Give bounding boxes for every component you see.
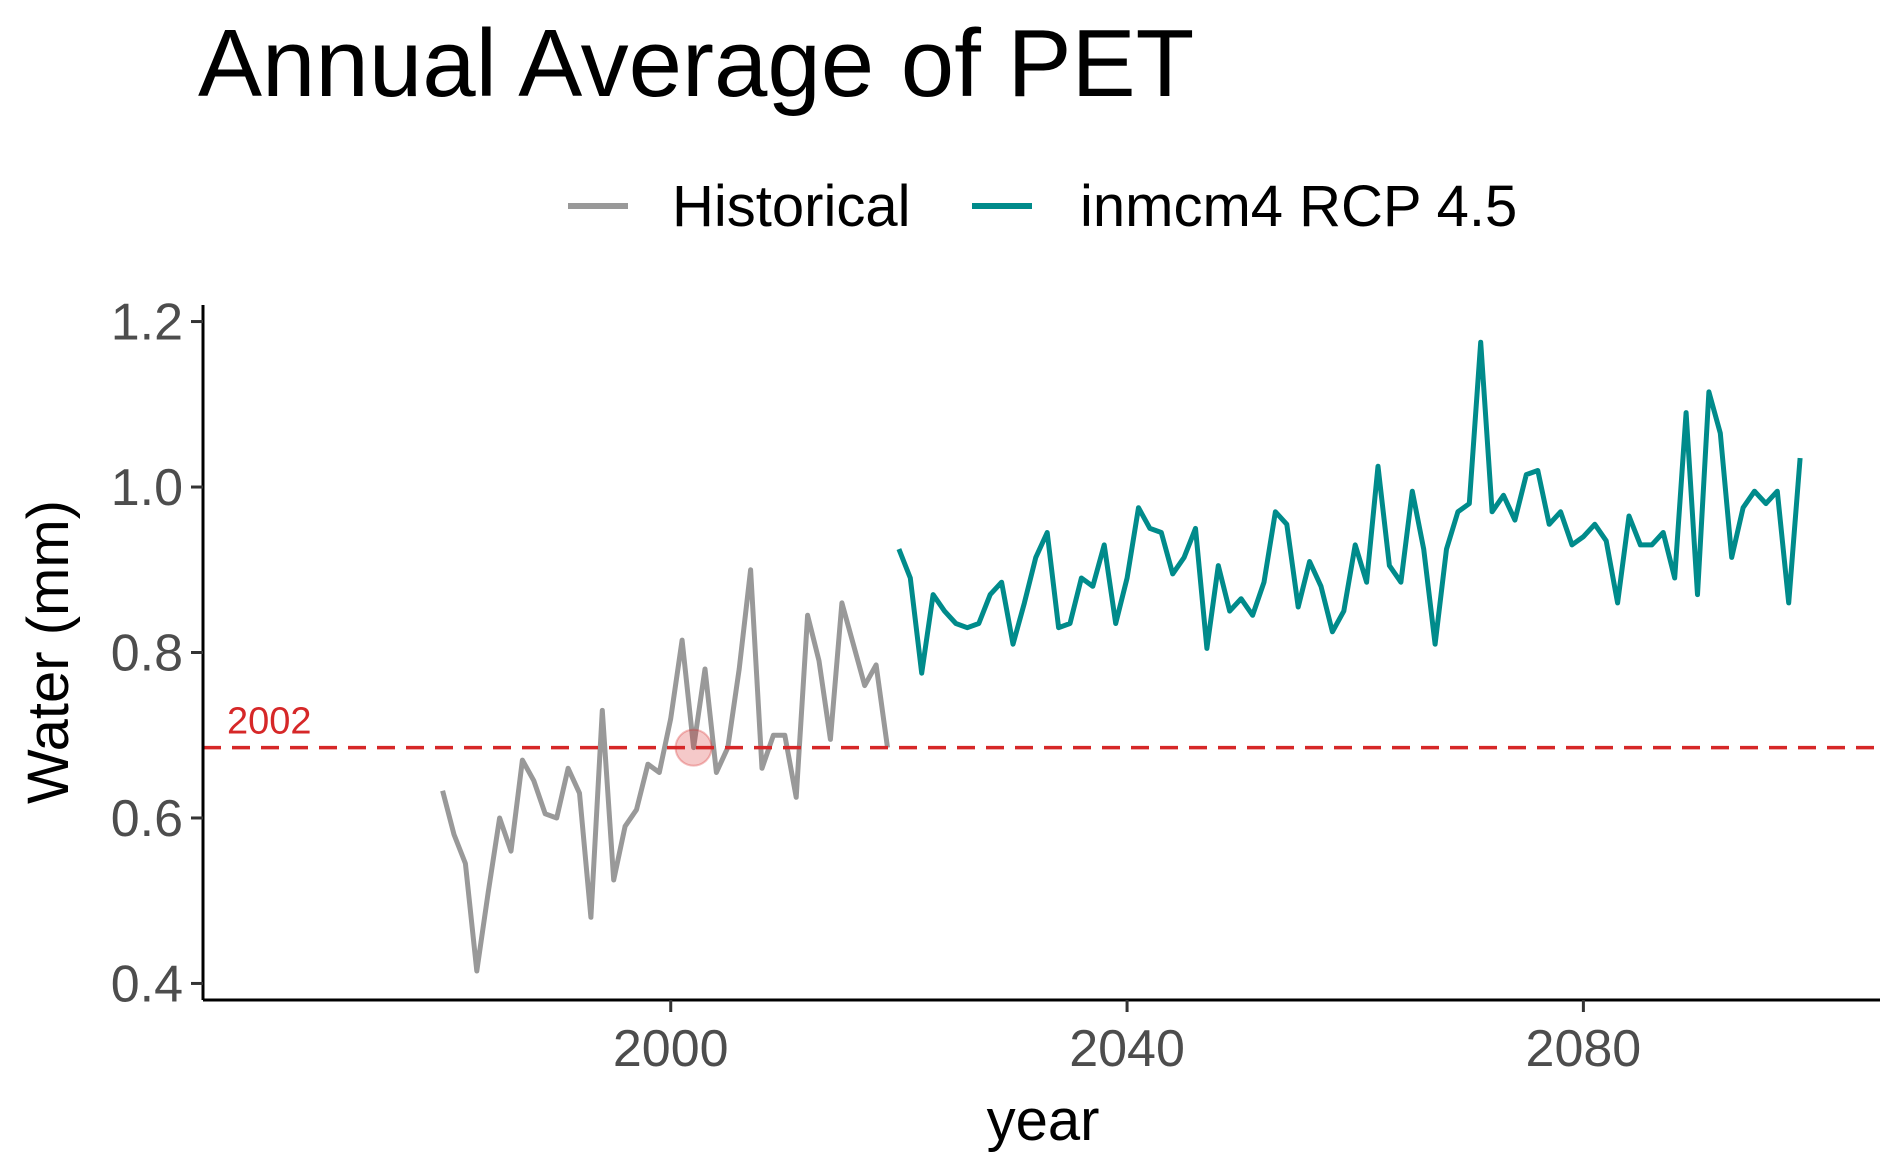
- axes: 0.4 0.6 0.8 1.0 1.2 2000 2040 2080: [111, 294, 1880, 1078]
- series-line-historical: [440, 567, 890, 974]
- y-tick-label: 1.2: [111, 294, 183, 352]
- x-axis-title: year: [987, 1088, 1100, 1153]
- x-tick-label: 2080: [1526, 1020, 1642, 1078]
- series-line-inmcm4-rcp-4-5: [896, 339, 1803, 676]
- y-tick-label: 0.6: [111, 790, 183, 848]
- x-tick-label: 2000: [613, 1020, 729, 1078]
- y-tick-label: 0.4: [111, 955, 183, 1013]
- reference-line-label: 2002: [227, 701, 312, 743]
- y-tick-label: 1.0: [111, 459, 183, 517]
- x-tick-label: 2040: [1069, 1020, 1185, 1078]
- legend-label-historical: Historical: [672, 174, 911, 239]
- y-tick-label: 0.8: [111, 625, 183, 683]
- legend-label-inmcm4: inmcm4 RCP 4.5: [1080, 174, 1517, 239]
- legend: Historical inmcm4 RCP 4.5: [568, 174, 1517, 239]
- y-axis-title: Water (mm): [16, 500, 81, 804]
- plot-area: 2002: [203, 339, 1880, 974]
- highlight-point: [674, 728, 713, 767]
- chart-title: Annual Average of PET: [198, 10, 1194, 117]
